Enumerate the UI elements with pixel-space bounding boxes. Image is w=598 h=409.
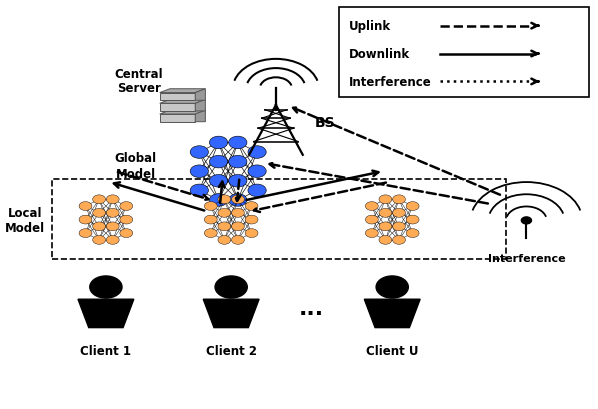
Polygon shape bbox=[160, 111, 205, 115]
Bar bbox=[160, 115, 195, 122]
Circle shape bbox=[406, 216, 419, 225]
Circle shape bbox=[90, 276, 122, 299]
Circle shape bbox=[406, 229, 419, 238]
Polygon shape bbox=[364, 299, 420, 328]
Circle shape bbox=[231, 222, 245, 231]
Circle shape bbox=[93, 222, 106, 231]
Circle shape bbox=[209, 175, 228, 188]
FancyBboxPatch shape bbox=[338, 8, 589, 98]
Text: ···: ··· bbox=[299, 303, 324, 323]
Circle shape bbox=[93, 209, 106, 218]
Polygon shape bbox=[195, 100, 205, 112]
Circle shape bbox=[215, 276, 247, 299]
Circle shape bbox=[248, 146, 266, 159]
Circle shape bbox=[205, 229, 217, 238]
Circle shape bbox=[218, 196, 231, 204]
Text: Client 1: Client 1 bbox=[80, 344, 132, 357]
Text: Server: Server bbox=[117, 82, 161, 95]
Circle shape bbox=[79, 202, 92, 211]
Polygon shape bbox=[195, 90, 205, 101]
Circle shape bbox=[379, 236, 392, 245]
Polygon shape bbox=[160, 90, 205, 93]
Circle shape bbox=[228, 156, 247, 169]
Polygon shape bbox=[160, 100, 205, 104]
Circle shape bbox=[245, 216, 258, 225]
Circle shape bbox=[79, 229, 92, 238]
Circle shape bbox=[205, 216, 217, 225]
Circle shape bbox=[392, 222, 405, 231]
Circle shape bbox=[93, 196, 106, 204]
Circle shape bbox=[190, 184, 209, 197]
Circle shape bbox=[190, 166, 209, 178]
Circle shape bbox=[245, 229, 258, 238]
Circle shape bbox=[106, 236, 119, 245]
Circle shape bbox=[190, 146, 209, 159]
Text: Interference: Interference bbox=[487, 254, 565, 264]
Circle shape bbox=[205, 202, 217, 211]
Circle shape bbox=[228, 194, 247, 207]
Circle shape bbox=[365, 229, 379, 238]
Circle shape bbox=[521, 217, 532, 224]
Circle shape bbox=[406, 202, 419, 211]
Circle shape bbox=[392, 196, 405, 204]
Circle shape bbox=[231, 236, 245, 245]
Circle shape bbox=[245, 202, 258, 211]
Circle shape bbox=[106, 196, 119, 204]
Circle shape bbox=[248, 184, 266, 197]
Circle shape bbox=[231, 209, 245, 218]
Bar bbox=[160, 104, 195, 112]
Polygon shape bbox=[203, 299, 259, 328]
Polygon shape bbox=[78, 299, 134, 328]
Text: Global: Global bbox=[115, 152, 157, 164]
Circle shape bbox=[365, 202, 379, 211]
Circle shape bbox=[231, 196, 245, 204]
Text: Interference: Interference bbox=[349, 76, 432, 89]
Circle shape bbox=[379, 222, 392, 231]
Circle shape bbox=[209, 156, 228, 169]
FancyBboxPatch shape bbox=[52, 180, 505, 260]
Circle shape bbox=[120, 202, 133, 211]
Text: Uplink: Uplink bbox=[349, 20, 392, 33]
Circle shape bbox=[120, 216, 133, 225]
Circle shape bbox=[218, 222, 231, 231]
Circle shape bbox=[93, 236, 106, 245]
Circle shape bbox=[228, 175, 247, 188]
Circle shape bbox=[79, 216, 92, 225]
Circle shape bbox=[365, 216, 379, 225]
Circle shape bbox=[392, 236, 405, 245]
Circle shape bbox=[218, 236, 231, 245]
Text: Client 2: Client 2 bbox=[206, 344, 257, 357]
Polygon shape bbox=[195, 111, 205, 122]
Circle shape bbox=[228, 137, 247, 149]
Circle shape bbox=[392, 209, 405, 218]
Circle shape bbox=[209, 194, 228, 207]
Circle shape bbox=[379, 196, 392, 204]
Bar bbox=[160, 93, 195, 101]
Text: Model: Model bbox=[115, 168, 156, 181]
Circle shape bbox=[209, 137, 228, 149]
Circle shape bbox=[376, 276, 408, 299]
Circle shape bbox=[106, 209, 119, 218]
Text: Downlink: Downlink bbox=[349, 48, 410, 61]
Text: Central: Central bbox=[114, 68, 163, 81]
Circle shape bbox=[248, 166, 266, 178]
Circle shape bbox=[106, 222, 119, 231]
Circle shape bbox=[218, 209, 231, 218]
Circle shape bbox=[120, 229, 133, 238]
Text: BS: BS bbox=[315, 116, 335, 130]
Circle shape bbox=[379, 209, 392, 218]
Text: Client U: Client U bbox=[366, 344, 419, 357]
Text: Local
Model: Local Model bbox=[5, 206, 45, 234]
